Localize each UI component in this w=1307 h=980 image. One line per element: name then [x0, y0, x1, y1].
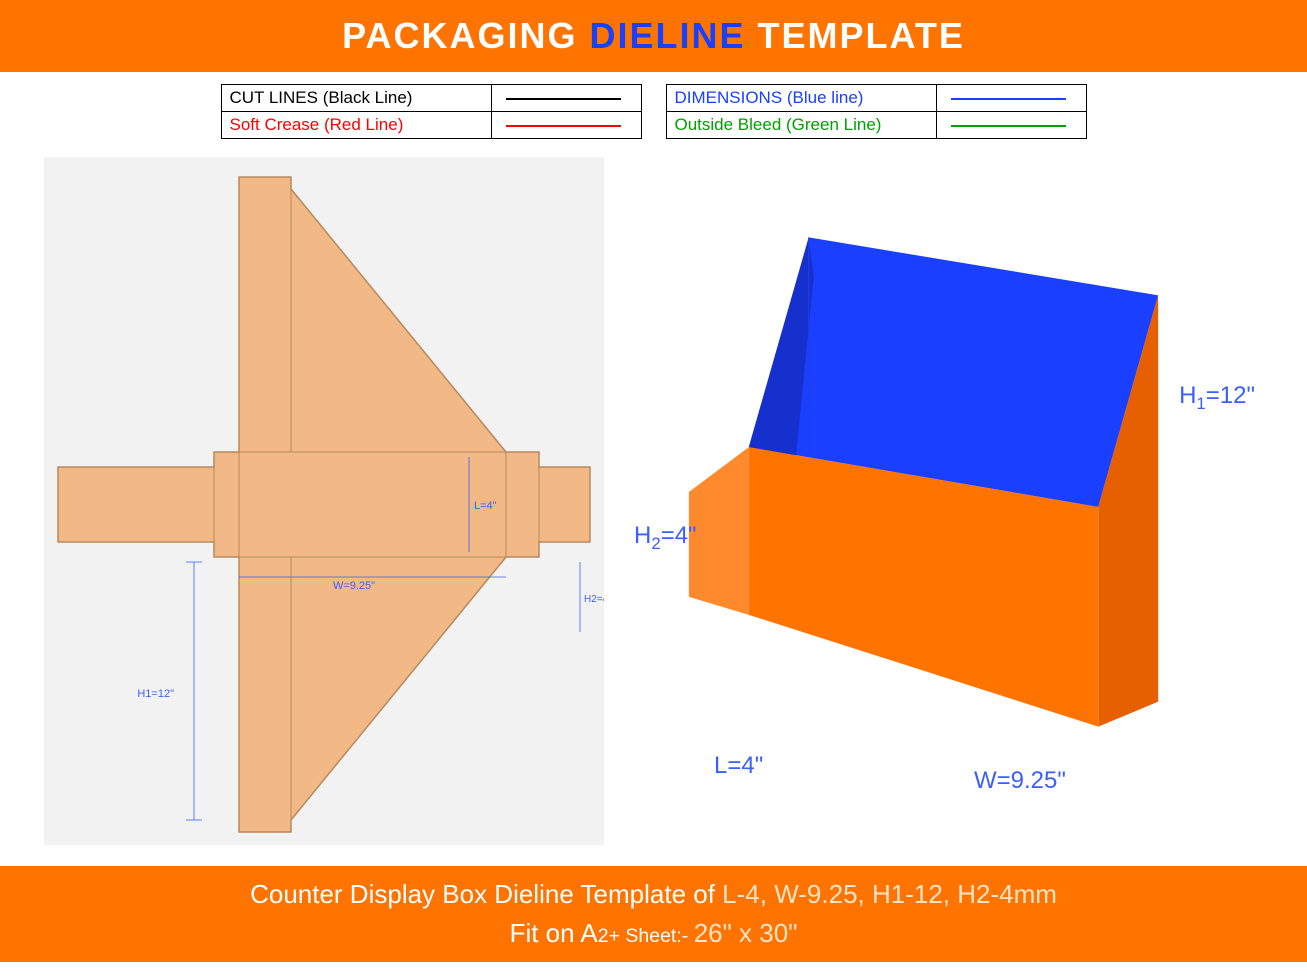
dieline-flat-panel: L=4" W=9.25" H2=4" H1=12" — [44, 157, 604, 845]
dim-l: L=4" — [714, 752, 763, 780]
legend-label: Outside Bleed (Green Line) — [666, 112, 936, 139]
footer-line-2: Fit on A2+ Sheet:- 26" x 30" — [510, 914, 798, 953]
svg-text:H1=12": H1=12" — [137, 688, 174, 700]
dim-h2: H2=4" — [634, 522, 697, 554]
svg-text:W=9.25": W=9.25" — [333, 580, 375, 592]
legend-table-right: DIMENSIONS (Blue line)Outside Bleed (Gre… — [666, 84, 1087, 139]
legend-line-swatch — [951, 125, 1066, 127]
legend-label: CUT LINES (Black Line) — [221, 85, 491, 112]
title-word-3: TEMPLATE — [758, 15, 965, 57]
main-area: L=4" W=9.25" H2=4" H1=12" — [0, 157, 1307, 845]
footer-bar: Counter Display Box Dieline Template of … — [0, 866, 1307, 962]
dieline-svg: L=4" W=9.25" H2=4" H1=12" — [44, 157, 604, 845]
title-word-1: PACKAGING — [342, 15, 577, 57]
dim-h1: H1=12" — [1179, 382, 1255, 414]
legend-line-swatch — [951, 98, 1066, 100]
legend-label: DIMENSIONS (Blue line) — [666, 85, 936, 112]
legend-line-swatch — [506, 98, 621, 100]
legend-label: Soft Crease (Red Line) — [221, 112, 491, 139]
render-panel: H1=12" H2=4" L=4" W=9.25" — [624, 157, 1263, 845]
footer-line-1: Counter Display Box Dieline Template of … — [250, 875, 1057, 914]
dim-w: W=9.25" — [974, 767, 1066, 795]
legend-table-left: CUT LINES (Black Line)Soft Crease (Red L… — [221, 84, 642, 139]
render-svg — [624, 157, 1263, 845]
title-bar: PACKAGING DIELINE TEMPLATE — [0, 0, 1307, 72]
title-word-2: DIELINE — [590, 15, 746, 57]
legend-row: CUT LINES (Black Line)Soft Crease (Red L… — [0, 84, 1307, 139]
svg-text:L=4": L=4" — [474, 500, 497, 512]
svg-text:H2=4": H2=4" — [584, 594, 604, 605]
legend-line-swatch — [506, 125, 621, 127]
